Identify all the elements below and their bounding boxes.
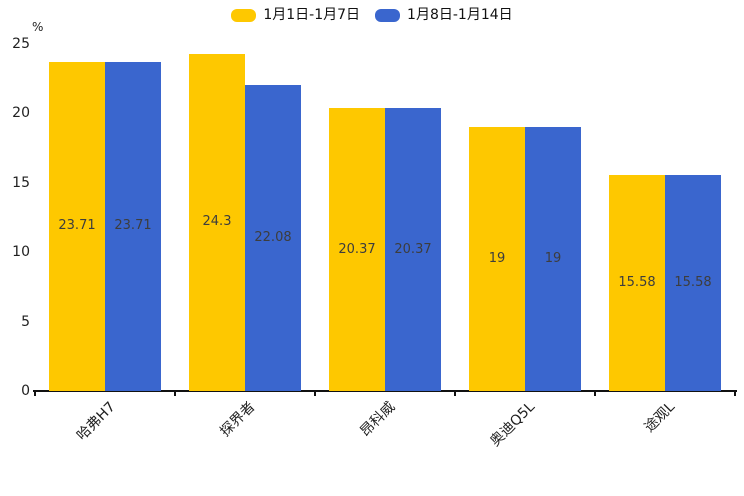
legend-item-series-1: 1月8日-1月14日 <box>375 7 513 24</box>
bar-value-label: 15.58 <box>618 274 656 290</box>
bar-value-label: 20.37 <box>338 241 376 257</box>
bar-value-label: 22.08 <box>254 229 292 245</box>
x-axis-category-label: 哈弗H7 <box>73 399 119 444</box>
x-axis-category-label: 奥迪Q5L <box>487 399 539 450</box>
bar-value-label: 15.58 <box>674 274 712 290</box>
bar-value-label: 23.71 <box>114 218 152 234</box>
x-axis-line <box>33 390 737 392</box>
y-tick-label: 25 <box>12 36 30 52</box>
legend-swatch-icon <box>231 9 257 22</box>
x-tick-mark <box>734 391 736 396</box>
bar-value-label: 19 <box>488 251 506 267</box>
y-tick-label: 15 <box>12 174 30 191</box>
y-tick-label: 10 <box>12 244 30 261</box>
bar-series-1 <box>525 127 581 391</box>
bar-series-1 <box>665 174 721 391</box>
x-axis-category-label: 途观L <box>641 399 679 436</box>
bar-series-0 <box>49 61 105 391</box>
x-tick-mark <box>454 391 456 396</box>
legend-swatch-icon <box>375 9 401 22</box>
x-tick-mark <box>594 391 596 396</box>
y-axis-unit-label: % <box>32 20 44 34</box>
bar-series-0 <box>329 108 385 391</box>
legend-label: 1月8日-1月14日 <box>407 7 513 23</box>
y-tick-label: 5 <box>21 313 30 330</box>
bar-series-1 <box>245 84 301 391</box>
legend-item-series-0: 1月1日-1月7日 <box>231 7 360 24</box>
bar-value-label: 19 <box>544 251 562 267</box>
bar-value-label: 20.37 <box>394 241 432 257</box>
x-axis-category-label: 探界者 <box>217 399 259 441</box>
x-axis-category-label: 昂科威 <box>357 399 399 441</box>
legend-label: 1月1日-1月7日 <box>263 7 361 23</box>
bar-value-label: 24.3 <box>202 214 232 230</box>
bar-value-label: 23.71 <box>58 218 96 234</box>
bar-series-0 <box>189 53 245 391</box>
bar-series-0 <box>609 174 665 391</box>
bar-series-0 <box>469 127 525 391</box>
x-tick-mark <box>174 391 176 396</box>
y-tick-label: 20 <box>12 105 30 122</box>
chart-legend: 1月1日-1月7日 1月8日-1月14日 <box>0 7 744 24</box>
y-tick-label: 0 <box>21 383 30 399</box>
x-tick-mark <box>34 391 36 396</box>
x-tick-mark <box>314 391 316 396</box>
bar-series-1 <box>385 108 441 391</box>
bar-series-1 <box>105 61 161 391</box>
